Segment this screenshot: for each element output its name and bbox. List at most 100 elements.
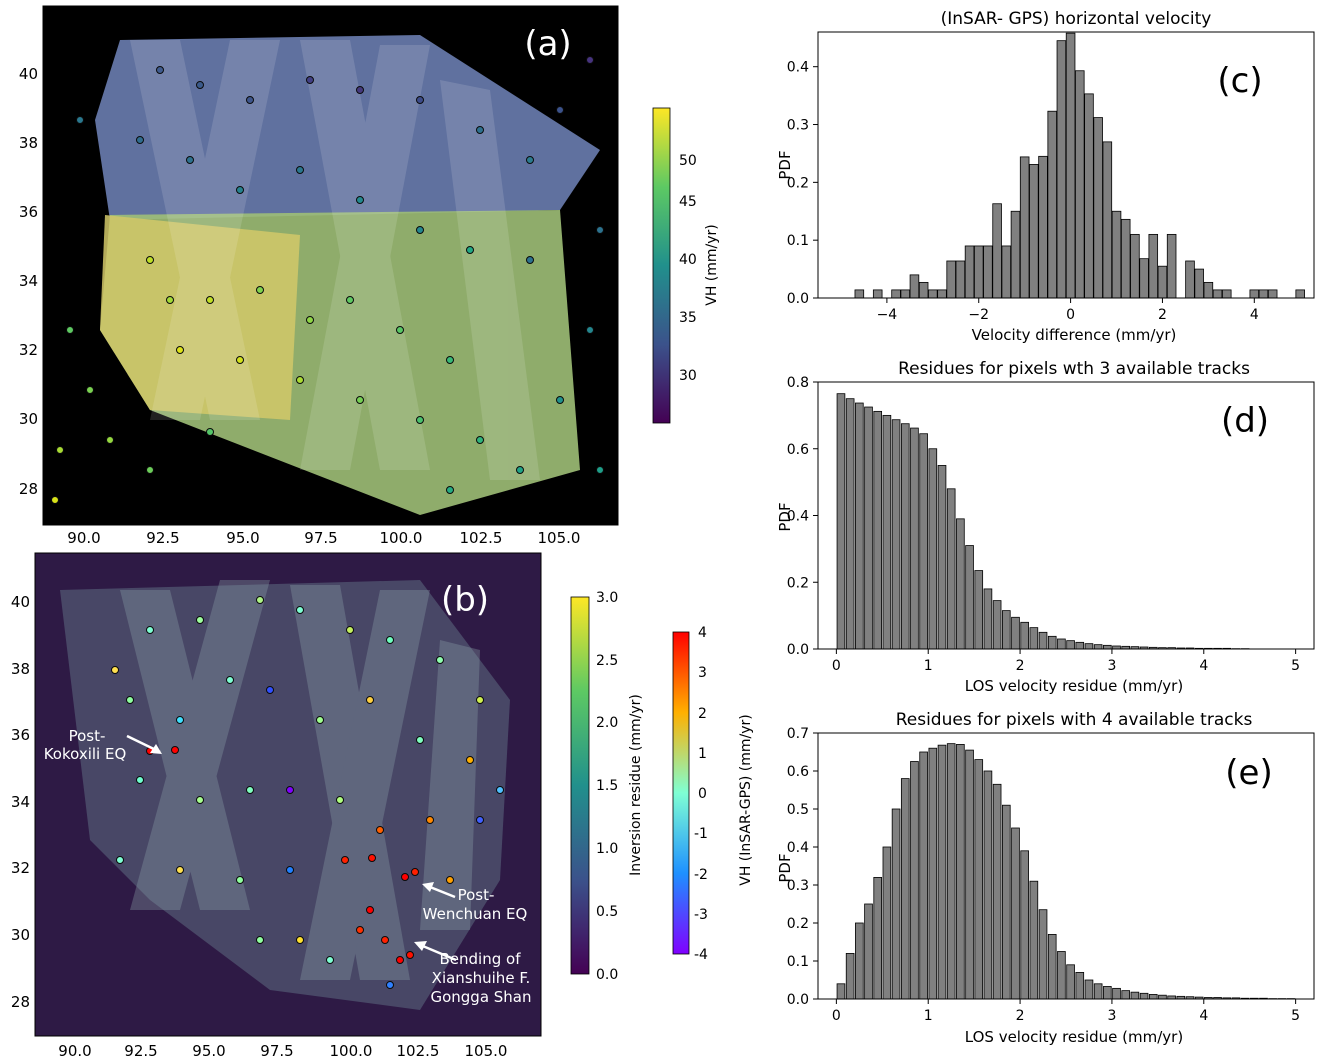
histogram-c-bar [1093, 117, 1103, 299]
histogram-c-bar [964, 245, 975, 299]
histogram-c-bar [1010, 210, 1021, 299]
histogram-c-frame [817, 31, 1315, 299]
histogram-e-bar [1047, 934, 1057, 1000]
histogram-c-bar [872, 289, 883, 299]
histogram-d: Residues for pixels wth 3 available trac… [776, 359, 1315, 695]
histogram-c-bar [983, 245, 993, 299]
histogram-d-bars [836, 393, 1250, 650]
annotation-kokoxili: Post- Kokoxili EQ [44, 727, 162, 763]
histogram-c-bar [1065, 32, 1076, 299]
panel-a-x-tick: 102.5 [460, 529, 503, 547]
histogram-e-bar [1029, 880, 1039, 1000]
histogram-c-x-tick-label: 4 [1250, 307, 1259, 323]
histogram-d-panel-label: (d) [1221, 401, 1269, 441]
panel-b-diff-tick: 0 [698, 786, 707, 802]
histogram-c-bar [909, 274, 920, 299]
histogram-c-bar [854, 289, 865, 299]
histogram-c-y-tick-label: 0.1 [787, 233, 809, 249]
histogram-d-bar [891, 419, 901, 650]
histogram-e-bar [1093, 983, 1103, 1000]
annotation-xianshuihe-line1: Bending of [440, 950, 522, 968]
histogram-c-bar [1038, 155, 1048, 299]
panel-a-x-tick-labels: 90.0 92.5 95.0 97.5 100.0 102.5 105.0 [67, 529, 580, 547]
panel-a-x-tick: 95.0 [226, 529, 259, 547]
panel-b-diff-colorbar [672, 631, 690, 955]
histogram-d-bar [946, 488, 956, 650]
histogram-e-y-ticks: 0.0 0.1 0.2 0.3 0.4 0.5 0.6 0.7 [787, 726, 818, 1008]
histogram-e-bar [1084, 979, 1094, 1000]
panel-b-residue-tick: 3.0 [596, 590, 618, 606]
histogram-c-bar [1203, 281, 1214, 299]
histogram-c-bar [1120, 218, 1131, 299]
annotation-xianshuihe-line3: Gongga Shan [430, 988, 531, 1006]
histogram-d-x-tick-label: 0 [832, 658, 841, 674]
panel-b-residue-tick: 2.0 [596, 715, 618, 731]
panel-a-y-tick: 28 [19, 480, 38, 498]
histogram-e-x-tick-label: 2 [1016, 1008, 1025, 1024]
histogram-d-bar [1020, 621, 1029, 650]
histogram-e-bar [974, 759, 984, 1000]
histogram-e-y-tick-label: 0.0 [787, 992, 809, 1008]
histogram-c-bar [928, 289, 938, 299]
histogram-d-bar [937, 465, 947, 650]
histogram-d-x-tick-label: 4 [1199, 658, 1208, 674]
histogram-c-y-tick-label: 0.2 [787, 175, 809, 191]
histogram-d-bar [1047, 635, 1057, 650]
panel-b-frame [34, 552, 542, 1037]
histogram-e-bar [1121, 990, 1131, 1000]
histogram-e-bar [1130, 991, 1140, 1000]
histogram-e-frame [817, 732, 1315, 1000]
panel-b-y-tick: 40 [11, 593, 30, 611]
histogram-e-bar [956, 744, 965, 1000]
panel-b-y-tick: 30 [11, 926, 30, 944]
histogram-d-y-tick-label: 0.4 [787, 509, 809, 525]
histogram-d-frame [817, 381, 1315, 650]
histogram-d-bar [965, 545, 974, 650]
panel-a-label: (a) [524, 24, 571, 64]
panel-b-y-tick: 32 [11, 859, 30, 877]
histogram-e-y-tick-label: 0.7 [787, 726, 809, 742]
histogram-c-bar [1148, 233, 1159, 299]
panel-b-x-tick: 97.5 [260, 1042, 293, 1060]
histogram-d-bar [983, 588, 993, 650]
panel-a-colorbar-tick: 40 [679, 252, 697, 268]
histogram-e-bar [864, 903, 873, 1000]
panel-a-colorbar [652, 107, 671, 424]
annotation-xianshuihe-arrow [417, 942, 457, 962]
histogram-c-bar [918, 281, 929, 299]
panel-a-x-tick: 90.0 [67, 529, 100, 547]
panel-a-frame [42, 5, 619, 526]
panel-b-x-tick: 90.0 [58, 1042, 91, 1060]
panel-b-diff-tick: 3 [698, 665, 707, 681]
panel-a-y-tick-labels: 28 30 32 34 36 38 40 [19, 65, 38, 498]
histogram-d-bar [1075, 641, 1085, 650]
histogram-e-title: Residues for pixels with 4 available tra… [896, 710, 1253, 730]
panel-a-colorbar-tick: 35 [679, 310, 697, 326]
histogram-c-xlabel: Velocity difference (mm/yr) [972, 326, 1177, 344]
panel-b-diff-tick: 1 [698, 746, 707, 762]
histogram-c-bars [854, 32, 1305, 299]
panel-b-y-tick: 34 [11, 793, 30, 811]
histogram-c-bar [1111, 210, 1122, 299]
histogram-c-bar [900, 289, 911, 299]
histogram-d-bar [836, 393, 846, 650]
histogram-e-bar [928, 747, 938, 1000]
panel-a-x-tick: 92.5 [146, 529, 179, 547]
histogram-c-ylabel: PDF [776, 150, 794, 179]
panel-a-y-tick: 40 [19, 65, 38, 83]
histogram-d-bar [900, 423, 910, 650]
histogram-d-ylabel: PDF [776, 502, 794, 531]
histogram-c-bar [1075, 70, 1085, 299]
histogram-d-bar [1011, 616, 1020, 650]
histogram-e-bar [1075, 972, 1085, 1000]
panel-a-x-tick: 97.5 [304, 529, 337, 547]
histogram-d-y-tick-label: 0.0 [787, 642, 809, 658]
histogram-d-bar [1103, 644, 1112, 650]
panel-b-residue-tick: 0.5 [596, 904, 618, 920]
histogram-c: (InSAR- GPS) horizontal velocity (c) Vel… [776, 9, 1315, 344]
histogram-e-bar [910, 761, 919, 1000]
panel-b-x-tick: 100.0 [330, 1042, 373, 1060]
histogram-e-bar [855, 922, 864, 1000]
panel-a-colorbar-label: VH (mm/yr) [704, 224, 720, 306]
